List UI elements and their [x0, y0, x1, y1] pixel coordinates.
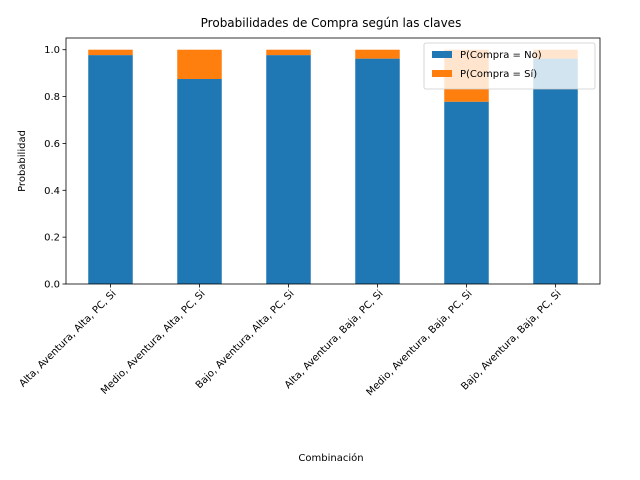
bar-si-3: [355, 49, 400, 59]
chart-title: Probabilidades de Compra según las clave…: [201, 16, 462, 30]
bar-no-2: [266, 55, 311, 284]
legend: P(Compra = No) P(Compra = Sí): [423, 42, 596, 90]
x-axis-label: Combinación: [298, 452, 363, 464]
legend-swatch-no: [432, 51, 452, 58]
bar-no-5: [533, 58, 578, 284]
bar-no-0: [88, 55, 133, 284]
bar-si-2: [266, 49, 311, 56]
y-axis-label: Probabilidad: [17, 130, 28, 192]
plot-frame: [65, 37, 601, 285]
x-tick-label: Medio, Aventura, Alta, PC, Si: [99, 288, 207, 396]
x-tick-label: Bajo, Aventura, Alta, PC, Si: [194, 288, 297, 391]
bars-group: [88, 49, 578, 285]
bar-no-3: [355, 58, 400, 284]
bar-no-1: [177, 79, 222, 284]
y-tick-label: 0.2: [44, 233, 60, 244]
x-tick-label: Bajo, Aventura, Baja, PC, Si: [459, 288, 563, 392]
legend-swatch-si: [432, 70, 452, 77]
y-tick-label: 0.4: [44, 186, 60, 197]
x-tick-label: Medio, Aventura, Baja, PC, Si: [365, 288, 475, 398]
legend-label-no: P(Compra = No): [460, 50, 542, 61]
bar-no-4: [444, 101, 489, 285]
y-tick-label: 0.6: [44, 139, 60, 150]
x-tick-label: Alta, Aventura, Alta, PC, Si: [17, 288, 118, 389]
legend-label-si: P(Compra = Sí): [460, 68, 537, 80]
bar-si-1: [177, 49, 222, 79]
y-axis: 0.0 0.2 0.4 0.6 0.8 1.0: [44, 45, 66, 291]
y-tick-label: 0.8: [44, 92, 60, 103]
bar-si-0: [88, 49, 133, 56]
x-tick-label: Alta, Aventura, Baja, PC, Si: [283, 288, 386, 391]
y-tick-label: 1.0: [44, 45, 60, 56]
legend-box: [423, 42, 596, 90]
y-tick-label: 0.0: [44, 280, 60, 291]
